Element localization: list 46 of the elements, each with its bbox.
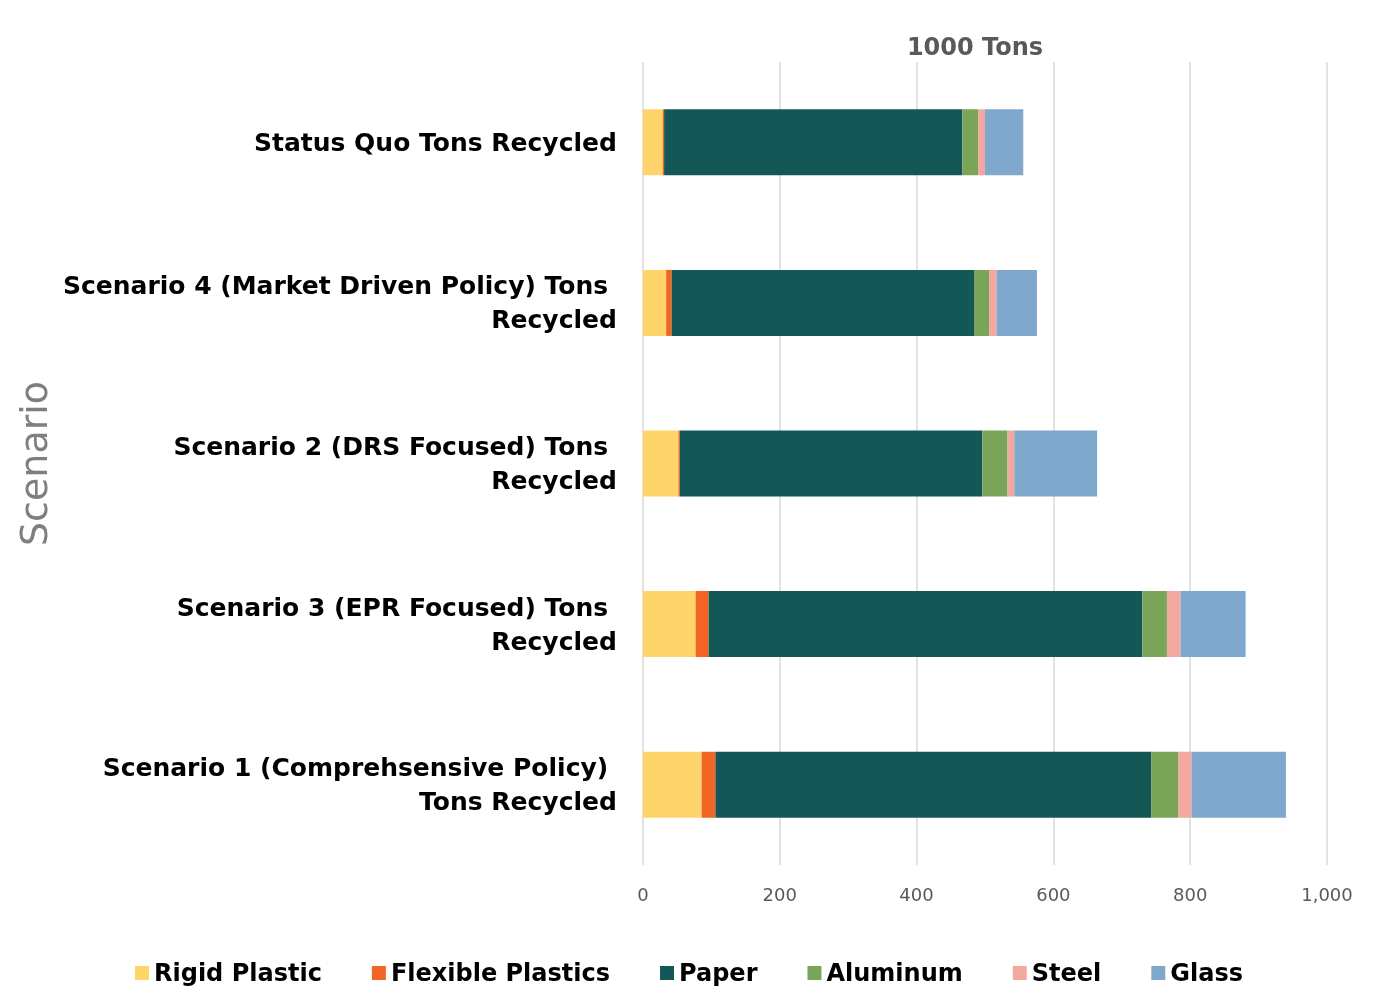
bar <box>974 269 990 336</box>
bar <box>1151 751 1179 818</box>
x-tick-label: 1,000 <box>1301 883 1353 905</box>
bar <box>708 591 1143 658</box>
legend-label: Paper <box>679 959 758 987</box>
y-tick-label: Scenario 1 (Comprehsensive Policy) Tons Recycled <box>102 753 617 817</box>
bar <box>695 591 709 658</box>
bar <box>642 109 663 176</box>
y-tick-label: Scenario 4 (Market Driven Policy) Tons Recycled <box>62 271 617 335</box>
bar <box>978 109 985 176</box>
bar <box>1191 751 1286 818</box>
bar <box>1142 591 1167 658</box>
bar <box>664 109 963 176</box>
bar <box>642 751 702 818</box>
y-axis-title: Scenario <box>12 380 56 547</box>
bar <box>984 109 1024 176</box>
bar <box>701 751 716 818</box>
bar <box>996 269 1037 336</box>
x-tick-label: 800 <box>1173 883 1208 905</box>
y-tick-label: Scenario 3 (EPR Focused) Tons Recycled <box>176 592 617 656</box>
bar <box>982 430 1008 497</box>
bar <box>642 430 679 497</box>
x-tick-label: 200 <box>762 883 797 905</box>
y-tick-label: Scenario 2 (DRS Focused) Tons Recycled <box>173 432 617 495</box>
legend-label: Flexible Plastics <box>390 959 611 987</box>
y-tick-label: Status Quo Tons Recycled <box>253 127 617 157</box>
legend-label: Steel <box>1031 959 1102 987</box>
bar <box>679 430 983 497</box>
bar <box>962 109 979 176</box>
bar <box>1178 751 1192 818</box>
bar <box>666 269 672 336</box>
x-tick-label: 400 <box>899 883 934 905</box>
x-axis-title: 1000 Tons <box>906 33 1044 61</box>
bar <box>642 269 667 336</box>
bar <box>642 591 696 658</box>
x-tick-label: 0 <box>637 883 649 905</box>
legend-label: Rigid Plastic <box>154 959 322 987</box>
bar <box>1180 591 1246 658</box>
legend-label: Glass <box>1170 959 1244 987</box>
bar <box>715 751 1152 818</box>
bar <box>1014 430 1098 497</box>
x-tick-label: 600 <box>1036 883 1071 905</box>
bar <box>671 269 974 336</box>
bar <box>989 269 997 336</box>
legend-label: Aluminum <box>826 959 963 987</box>
bar <box>1166 591 1181 658</box>
